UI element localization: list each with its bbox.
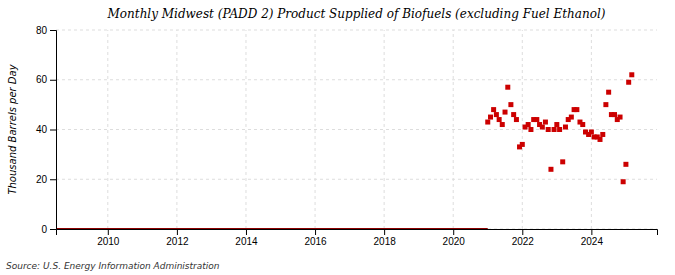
point xyxy=(494,112,499,117)
point xyxy=(618,115,623,120)
grid-line-x xyxy=(384,30,385,229)
point xyxy=(612,112,617,117)
x-tick: 2022 xyxy=(512,229,535,247)
chart: 2010 2012 2014 2016 2018 2020 2022 2024 0 20 40 60 8… xyxy=(0,0,675,275)
x-tick-mark xyxy=(108,229,109,235)
x-tick: 2018 xyxy=(374,229,397,247)
y-tick: 60 xyxy=(36,74,56,85)
point xyxy=(543,120,548,125)
grid-line-x xyxy=(245,30,246,229)
y-tick-label: 20 xyxy=(36,174,48,185)
point xyxy=(598,137,603,142)
x-axis-line xyxy=(57,230,658,236)
point xyxy=(552,127,557,132)
x-tick-label: 2010 xyxy=(97,236,120,247)
x-tick-label: 2022 xyxy=(512,236,535,247)
point xyxy=(580,122,585,127)
point xyxy=(540,125,545,130)
point xyxy=(606,90,611,95)
y-tick-label: 80 xyxy=(36,25,48,36)
point xyxy=(508,102,513,107)
x-tick-label: 2014 xyxy=(235,236,258,247)
x-tick-mark xyxy=(384,229,385,235)
x-tick: 2016 xyxy=(304,229,327,247)
x-tick-mark xyxy=(315,229,316,235)
grid-line-y xyxy=(56,179,657,180)
x-tick-mark xyxy=(591,229,592,235)
x-tick-label: 2012 xyxy=(166,236,189,247)
y-tick-mark xyxy=(50,179,56,180)
line xyxy=(56,228,488,229)
point xyxy=(621,179,626,184)
x-tick: 2012 xyxy=(166,229,189,247)
point xyxy=(505,85,510,90)
point xyxy=(569,115,574,120)
x-tick-label: 2020 xyxy=(443,236,466,247)
y-axis-title: Thousand Barrels per Day xyxy=(7,63,18,194)
y-tick: 0 xyxy=(41,224,56,235)
y-tick-label: 40 xyxy=(36,124,48,135)
point xyxy=(488,115,493,120)
point xyxy=(514,117,519,122)
point xyxy=(534,117,539,122)
point xyxy=(548,167,553,172)
point xyxy=(503,110,508,115)
y-tick-mark xyxy=(50,80,56,81)
y-tick-mark xyxy=(50,229,56,230)
y-tick-mark xyxy=(50,130,56,131)
y-tick: 20 xyxy=(36,174,56,185)
point xyxy=(623,162,628,167)
point xyxy=(491,107,496,112)
x-tick-mark xyxy=(522,229,523,235)
y-tick-label: 60 xyxy=(36,74,48,85)
x-tick-mark xyxy=(246,229,247,235)
point xyxy=(557,127,562,132)
x-tick: 2010 xyxy=(97,229,120,247)
x-tick-mark xyxy=(453,229,454,235)
source: Source: U.S. Energy Information Administ… xyxy=(6,261,220,271)
point xyxy=(511,112,516,117)
y-tick: 80 xyxy=(36,25,56,36)
x-tick-mark xyxy=(177,229,178,235)
point xyxy=(526,122,531,127)
point xyxy=(563,125,568,130)
title: Monthly Midwest (PADD 2) Product Supplie… xyxy=(107,7,606,21)
point xyxy=(626,80,631,85)
grid-line-y xyxy=(56,79,657,80)
y-tick: 40 xyxy=(36,124,56,135)
point xyxy=(520,142,525,147)
point xyxy=(500,122,505,127)
x-tick: 2024 xyxy=(581,229,604,247)
x-tick-label: 2018 xyxy=(374,236,397,247)
point xyxy=(629,72,634,77)
point xyxy=(528,127,533,132)
grid-line-x xyxy=(107,30,108,229)
point xyxy=(485,120,490,125)
point xyxy=(574,107,579,112)
y-tick-mark xyxy=(50,30,56,31)
point xyxy=(560,159,565,164)
y-axis: 0 20 40 60 80 xyxy=(36,25,57,235)
plot-area xyxy=(56,72,634,229)
point xyxy=(600,132,605,137)
point xyxy=(546,127,551,132)
y-tick-label: 0 xyxy=(41,224,47,235)
point xyxy=(603,102,608,107)
point xyxy=(497,117,502,122)
x-axis: 2010 2012 2014 2016 2018 2020 2022 2024 xyxy=(57,229,658,247)
y-axis-line xyxy=(50,31,57,230)
point xyxy=(554,122,559,127)
grid xyxy=(56,30,657,229)
grid-line-y xyxy=(56,30,657,31)
x-tick-label: 2016 xyxy=(304,236,327,247)
x-tick: 2014 xyxy=(235,229,258,247)
x-tick: 2020 xyxy=(443,229,466,247)
x-tick-label: 2024 xyxy=(581,236,604,247)
point xyxy=(589,129,594,134)
